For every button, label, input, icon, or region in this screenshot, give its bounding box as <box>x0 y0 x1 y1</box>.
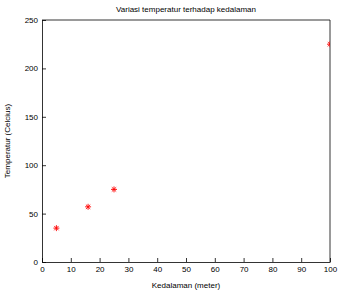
plot: 0 10 20 30 40 50 60 70 80 90 100 0 50 100 150 200 250 <box>25 16 338 274</box>
x-axis-title: Kedalaman (meter) <box>152 281 221 290</box>
x-tick: 50 <box>182 258 191 274</box>
x-tick-mark <box>215 258 216 262</box>
y-axis-title: Temperatur (Celcius) <box>3 104 12 179</box>
x-tick-mark <box>157 258 158 262</box>
y-tick-mark <box>42 262 46 263</box>
x-tick-label: 70 <box>240 265 249 274</box>
y-tick: 0 <box>34 258 46 267</box>
y-tick-label: 100 <box>25 161 39 170</box>
background <box>0 0 342 294</box>
x-tick: 90 <box>297 258 306 274</box>
x-tick-label: 60 <box>211 265 220 274</box>
x-tick-mark <box>301 258 302 262</box>
y-axis-line <box>42 21 43 263</box>
y-tick-mark <box>42 68 46 69</box>
x-tick: 70 <box>240 258 249 274</box>
frame-top <box>42 20 330 21</box>
x-tick-mark <box>128 258 129 262</box>
y-tick-label: 50 <box>29 210 38 219</box>
x-tick-mark <box>186 258 187 262</box>
y-tick-label: 200 <box>25 64 39 73</box>
frame-right <box>330 20 331 262</box>
y-tick-mark <box>42 165 46 166</box>
y-axis: 0 50 100 150 200 250 <box>25 16 46 267</box>
x-tick-label: 50 <box>182 265 191 274</box>
y-tick: 200 <box>25 64 46 73</box>
y-tick-label: 250 <box>25 16 39 25</box>
x-tick-label: 10 <box>67 265 76 274</box>
points <box>53 41 330 231</box>
y-tick: 150 <box>25 113 46 122</box>
y-tick: 50 <box>29 210 46 219</box>
plot-area <box>42 20 330 262</box>
x-tick-mark <box>100 258 101 262</box>
x-tick: 60 <box>211 258 220 274</box>
x-tick-label: 40 <box>153 265 162 274</box>
y-tick-mark <box>42 117 46 118</box>
y-tick: 250 <box>25 16 46 25</box>
x-tick: 100 <box>324 258 338 274</box>
x-tick-label: 0 <box>40 265 45 274</box>
x-tick: 20 <box>96 258 105 274</box>
x-tick-label: 90 <box>297 265 306 274</box>
point <box>111 186 117 192</box>
chart: 0 10 20 30 40 50 60 70 80 90 100 0 50 100 150 200 250 Var… <box>0 0 342 294</box>
x-tick: 40 <box>153 258 162 274</box>
x-axis-line <box>43 262 331 263</box>
x-tick-mark <box>244 258 245 262</box>
x-tick-label: 80 <box>268 265 277 274</box>
y-tick-label: 0 <box>34 258 39 267</box>
point <box>327 41 330 47</box>
x-tick: 10 <box>67 258 76 274</box>
title: Variasi temperatur terhadap kedalaman <box>116 5 256 14</box>
point <box>53 225 59 231</box>
x-tick-mark <box>272 258 273 262</box>
x-tick: 30 <box>124 258 133 274</box>
x-tick-label: 20 <box>96 265 105 274</box>
x-axis: 0 10 20 30 40 50 60 70 80 90 100 <box>40 258 337 274</box>
x-tick: 80 <box>268 258 277 274</box>
y-tick: 100 <box>25 161 46 170</box>
y-tick-mark <box>42 214 46 215</box>
x-tick-label: 100 <box>324 265 338 274</box>
x-tick-mark <box>71 258 72 262</box>
y-tick-label: 150 <box>25 113 39 122</box>
point <box>85 204 91 210</box>
x-tick-label: 30 <box>124 265 133 274</box>
